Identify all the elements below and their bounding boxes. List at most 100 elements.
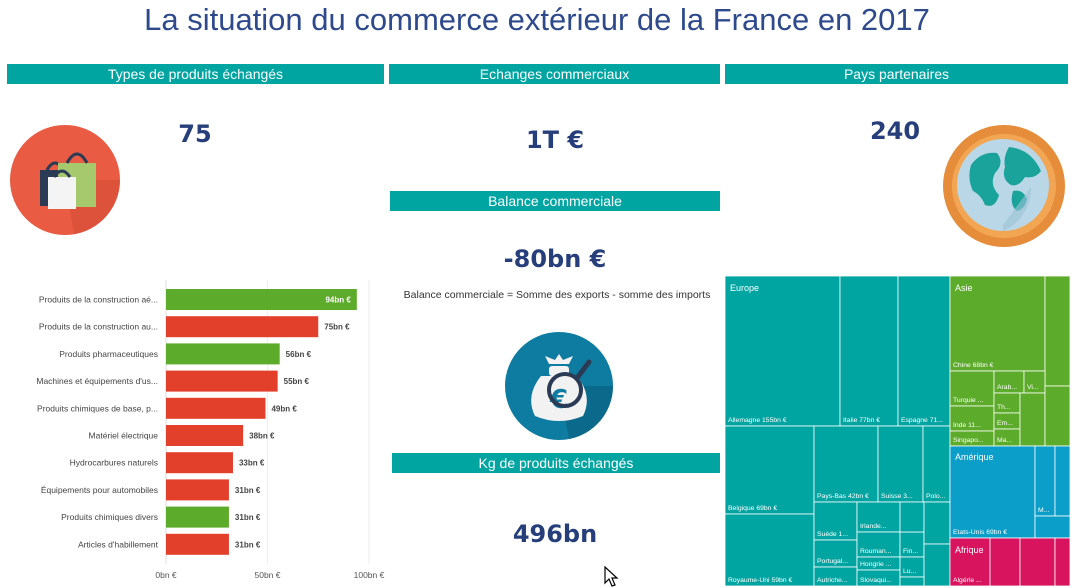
- shopping-bags-icon: [10, 125, 120, 235]
- treemap-group-label: Asie: [955, 283, 973, 293]
- treemap-group-label: Afrique: [955, 545, 984, 555]
- bar-value-label: 55bn €: [284, 377, 310, 386]
- treemap-cell-label: Turquie ...: [953, 397, 983, 404]
- treemap-cell[interactable]: [877, 425, 924, 503]
- treemap-cell[interactable]: [725, 513, 815, 586]
- treemap-cell-label: Suède 1...: [817, 531, 848, 538]
- partner-countries-treemap: Allemagne 155bn € Italie 77bn € Espagne 71…: [725, 276, 1070, 586]
- treemap-cell[interactable]: [949, 276, 1046, 372]
- treemap-cell[interactable]: [923, 543, 951, 586]
- bar-category-label: Produits chimiques divers: [61, 512, 158, 522]
- kg-value-kpi: 496bn: [512, 520, 598, 548]
- bar[interactable]: [166, 316, 319, 338]
- treemap-cell[interactable]: [1054, 445, 1070, 517]
- treemap-cell[interactable]: [949, 405, 995, 432]
- bar[interactable]: [166, 452, 233, 474]
- money-bag-euro-icon: €: [505, 332, 613, 440]
- echanges-section-header: Echanges commerciaux: [389, 64, 720, 84]
- treemap-cell-label: Vi...: [1027, 384, 1039, 391]
- treemap-cell-label: Allemagne 155bn €: [728, 417, 787, 424]
- treemap-cell[interactable]: [1034, 445, 1056, 517]
- bar-category-label: Machines et équipements d'us...: [36, 376, 158, 386]
- treemap-cell[interactable]: [897, 276, 951, 427]
- treemap-cell-label: Singapo...: [953, 437, 984, 444]
- bar[interactable]: [166, 533, 229, 555]
- balance-formula-note: Balance commerciale = Somme des exports …: [403, 289, 711, 301]
- treemap-cell-label: Inde 11...: [953, 422, 981, 429]
- types-count-kpi: 75: [178, 120, 212, 148]
- treemap-group-label: Europe: [730, 283, 759, 293]
- treemap-cell[interactable]: [899, 501, 925, 533]
- treemap-cell-label: Autriche...: [817, 577, 848, 584]
- treemap-cell[interactable]: [1044, 276, 1070, 387]
- treemap-cell-label: Algérie ...: [953, 577, 982, 584]
- bar[interactable]: [166, 397, 266, 419]
- treemap-cell[interactable]: [1019, 392, 1046, 447]
- treemap-cell-label: Em...: [997, 420, 1013, 427]
- bar-category-label: Produits pharmaceutiques: [59, 349, 158, 359]
- treemap-cell[interactable]: [813, 425, 879, 503]
- types-section-header: Types de produits échangés: [7, 64, 384, 84]
- treemap-cell[interactable]: [1019, 537, 1056, 586]
- treemap-cell[interactable]: [725, 276, 841, 427]
- treemap-cell[interactable]: [1054, 537, 1070, 586]
- bar[interactable]: [166, 343, 280, 365]
- treemap-cell[interactable]: [949, 370, 995, 407]
- treemap-cell[interactable]: [923, 501, 951, 545]
- bar-value-label: 31bn €: [235, 513, 261, 522]
- treemap-cell-label: Lu...: [903, 568, 916, 575]
- kg-section-header: Kg de produits échangés: [392, 453, 720, 473]
- bar-category-label: Produits de la construction au...: [39, 322, 158, 332]
- treemap-cell[interactable]: [725, 425, 815, 515]
- treemap-cell-label: Pays-Bas 42bn €: [817, 493, 869, 500]
- treemap-cell-label: Royaume-Uni 59bn €: [728, 577, 792, 584]
- treemap-cell[interactable]: [1044, 385, 1070, 447]
- treemap-cell[interactable]: [899, 531, 925, 558]
- treemap-cell[interactable]: [949, 445, 1036, 539]
- pays-section-header: Pays partenaires: [725, 64, 1068, 84]
- bar[interactable]: [166, 370, 278, 392]
- treemap-cell[interactable]: [856, 531, 901, 558]
- treemap-cell-label: M...: [1038, 507, 1049, 514]
- bar[interactable]: [166, 479, 229, 501]
- treemap-cell-label: Etats-Unis 69bn €: [953, 529, 1007, 536]
- treemap-cell[interactable]: [839, 276, 899, 427]
- x-tick-label: 0bn €: [155, 570, 177, 580]
- bar-category-label: Produits de la construction aé...: [39, 295, 158, 305]
- product-types-bar-chart: Produits de la construction aé... 94bn € P…: [36, 280, 385, 580]
- bar-category-label: Matériel électrique: [89, 431, 159, 441]
- treemap-cell[interactable]: [899, 576, 925, 586]
- bar-category-label: Hydrocarbures naturels: [70, 458, 158, 468]
- treemap-cell[interactable]: [922, 425, 951, 503]
- bar-category-label: Produits chimiques de base, p...: [37, 403, 158, 413]
- echanges-value-kpi: 1T €: [525, 126, 585, 154]
- treemap-cell-label: Belgique 69bn €: [728, 505, 777, 512]
- bar-category-label: Articles d'habillement: [78, 539, 159, 549]
- treemap-cell-label: Italie 77bn €: [843, 417, 880, 424]
- treemap-cell-label: Slovaqui...: [860, 577, 892, 584]
- treemap-cell[interactable]: [1034, 515, 1070, 539]
- bar-value-label: 31bn €: [235, 486, 261, 495]
- treemap-cell-label: Suisse 3...: [881, 493, 913, 500]
- treemap-cell-label: Arab...: [997, 384, 1017, 391]
- bar-value-label: 56bn €: [286, 350, 312, 359]
- bar-value-label: 94bn €: [325, 296, 351, 305]
- treemap-cell-label: Rouman...: [860, 548, 891, 555]
- balance-section-header: Balance commerciale: [390, 191, 720, 211]
- bar-value-label: 33bn €: [239, 459, 265, 468]
- treemap-cell[interactable]: [989, 537, 1021, 586]
- treemap-cell-label: Chine 68bn €: [953, 362, 994, 369]
- x-tick-label: 100bn €: [354, 570, 385, 580]
- bar[interactable]: [166, 506, 229, 528]
- balance-value-kpi: -80bn €: [503, 245, 607, 273]
- treemap-cell-label: Hongrie ...: [860, 561, 891, 568]
- treemap-cell[interactable]: [813, 539, 858, 568]
- treemap-cell-label: Ma...: [997, 437, 1012, 444]
- bar[interactable]: [166, 425, 244, 446]
- bar-category-label: Équipements pour automobiles: [41, 485, 158, 495]
- globe-icon: [943, 125, 1065, 247]
- treemap-cell-label: Fin...: [903, 548, 918, 555]
- treemap-cell-label: Portugal...: [817, 558, 848, 565]
- bar[interactable]: [166, 289, 357, 310]
- treemap-cell-label: Espagne 71...: [901, 417, 943, 424]
